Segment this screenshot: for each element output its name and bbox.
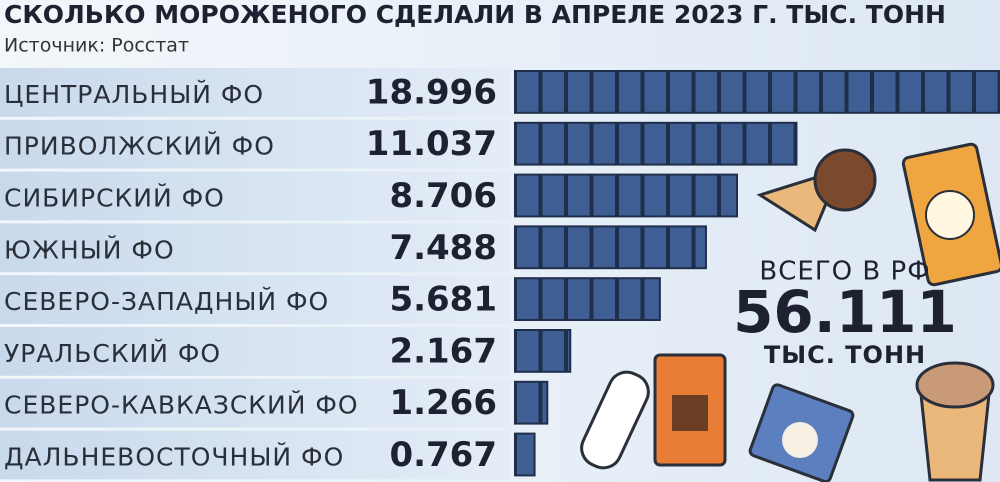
row-band <box>0 327 510 376</box>
bar <box>514 121 798 166</box>
value-label: 1.266 <box>389 383 497 423</box>
category-label: УРАЛЬСКИЙ ФО <box>4 339 221 368</box>
row-band <box>0 119 510 169</box>
chart-title: СКОЛЬКО МОРОЖЕНОГО СДЕЛАЛИ В АПРЕЛЕ 2023… <box>4 0 946 29</box>
category-label: СЕВЕРО-ЗАПАДНЫЙ ФО <box>4 287 329 316</box>
category-label: СИБИРСКИЙ ФО <box>4 184 225 213</box>
category-label: ЦЕНТРАЛЬНЫЙ ФО <box>4 80 264 109</box>
row-band <box>0 171 510 221</box>
total-label: ВСЕГО В РФ <box>759 257 930 287</box>
category-label: ЮЖНЫЙ ФО <box>4 235 175 264</box>
category-label: СЕВЕРО-КАВКАЗСКИЙ ФО <box>4 391 359 420</box>
value-label: 7.488 <box>389 228 497 268</box>
value-label: 18.996 <box>366 72 497 112</box>
value-label: 5.681 <box>389 280 497 320</box>
row-band <box>0 378 510 428</box>
value-label: 11.037 <box>366 124 497 164</box>
row-band <box>0 223 510 273</box>
category-label: ПРИВОЛЖСКИЙ ФО <box>4 132 275 161</box>
bar <box>514 70 1000 114</box>
row-band <box>0 430 510 480</box>
total-unit: ТЫС. ТОНН <box>764 341 926 369</box>
value-label: 8.706 <box>389 176 497 216</box>
category-label: ДАЛЬНЕВОСТОЧНЫЙ ФО <box>4 443 344 472</box>
value-label: 0.767 <box>389 435 497 475</box>
value-label: 2.167 <box>389 331 497 371</box>
bar <box>514 329 572 373</box>
chart-subtitle: Источник: Росстат <box>4 35 189 57</box>
bar <box>514 277 661 322</box>
bar <box>514 173 739 218</box>
row-band <box>0 68 510 117</box>
bar <box>514 432 536 477</box>
bar <box>514 380 549 425</box>
row-band <box>0 275 510 324</box>
bar <box>514 225 707 270</box>
decor <box>580 142 1000 482</box>
total-value: 56.111 <box>733 278 957 346</box>
